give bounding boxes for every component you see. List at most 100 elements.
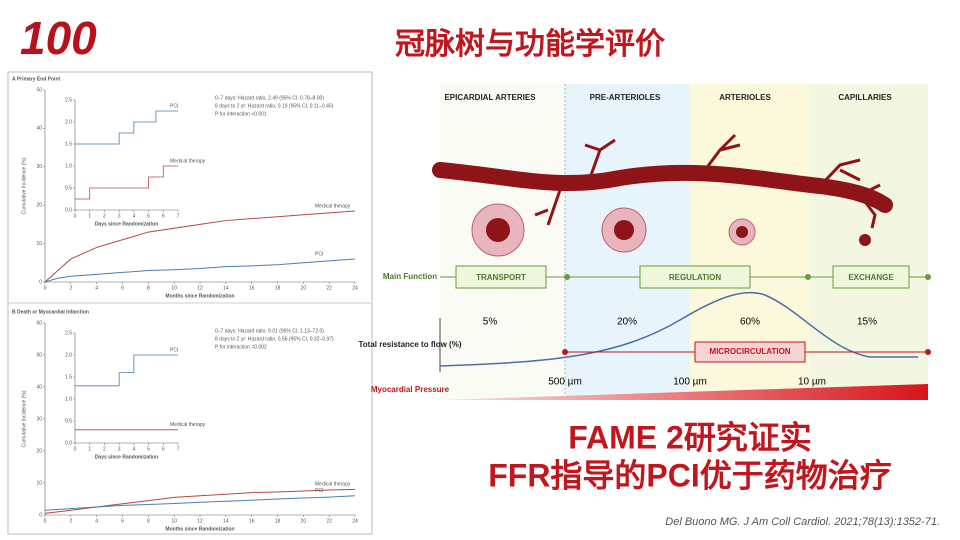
y-tick-label: 0 <box>39 512 42 518</box>
x-tick-label: 22 <box>326 518 332 524</box>
citation: Del Buono MG. J Am Coll Cardiol. 2021;78… <box>665 516 940 528</box>
resistance-value: 5% <box>483 317 498 328</box>
x-tick-label: 6 <box>162 446 165 452</box>
panel-label: B Death or Myocardial Infarction <box>12 309 89 315</box>
y-tick-label: 20 <box>36 203 42 209</box>
y-tick-label: 2.5 <box>65 97 72 103</box>
y-tick-label: 1.0 <box>65 396 72 402</box>
main-function-label: Main Function <box>383 272 437 281</box>
x-tick-label: 7 <box>177 446 180 452</box>
y-tick-label: 40 <box>36 384 42 390</box>
x-tick-label: 10 <box>171 518 177 524</box>
stat-line: P for interaction <0.001 <box>215 111 267 117</box>
node <box>805 274 811 280</box>
size-label: 500 µm <box>548 377 582 388</box>
x-tick-label: 4 <box>95 285 98 291</box>
x-tick-label: 14 <box>223 518 229 524</box>
x-tick-label: 5 <box>147 213 150 219</box>
series-label: Medical therapy <box>315 203 351 209</box>
y-tick-label: 30 <box>36 164 42 170</box>
x-tick-label: 4 <box>132 446 135 452</box>
km-curve <box>75 354 178 387</box>
x-tick-label: 20 <box>301 518 307 524</box>
x-tick-label: 1 <box>88 213 91 219</box>
x-tick-label: 12 <box>197 518 203 524</box>
resistance-value: 20% <box>617 317 637 328</box>
column-header: ARTERIOLES <box>719 93 771 102</box>
y-tick-label: 2.5 <box>65 330 72 336</box>
y-tick-label: 0.5 <box>65 418 72 424</box>
x-tick-label: 5 <box>147 446 150 452</box>
stat-line: 0–7 days: Hazard ratio, 9.01 (95% CI, 1.… <box>215 328 324 334</box>
y-tick-label: 1.5 <box>65 374 72 380</box>
y-tick-label: 0.5 <box>65 185 72 191</box>
x-tick-label: 24 <box>352 518 358 524</box>
series-label: Medical therapy <box>315 482 351 488</box>
x-tick-label: 14 <box>223 285 229 291</box>
y-tick-label: 1.5 <box>65 141 72 147</box>
y-tick-label: 0.0 <box>65 207 72 213</box>
x-tick-label: 6 <box>162 213 165 219</box>
artery <box>432 162 893 213</box>
y-axis-label: Cumulative Incidence (%) <box>21 390 27 447</box>
x-tick-label: 18 <box>275 285 281 291</box>
node <box>564 274 570 280</box>
x-tick-label: 0 <box>74 446 77 452</box>
series-label: PCI <box>315 488 323 494</box>
node <box>925 274 931 280</box>
stat-line: P for interaction =0.002 <box>215 344 267 350</box>
pressure-label: Myocardial Pressure <box>371 385 450 394</box>
x-tick-label: 2 <box>103 446 106 452</box>
function-box <box>639 265 751 289</box>
resistance-value: 60% <box>740 317 760 328</box>
logo: 100 <box>20 12 97 64</box>
y-tick-label: 1.0 <box>65 163 72 169</box>
x-tick-label: 8 <box>147 285 150 291</box>
km-curve <box>44 258 356 283</box>
y-axis-label: Cumulative Incidence (%) <box>21 157 27 214</box>
km-curve <box>44 495 356 511</box>
x-tick-label: 10 <box>171 285 177 291</box>
y-tick-label: 30 <box>36 416 42 422</box>
y-tick-label: 50 <box>36 87 42 93</box>
function-name: REGULATION <box>669 273 722 282</box>
column-header: PRE-ARTERIOLES <box>590 93 661 102</box>
series-label: Medical therapy <box>170 158 206 164</box>
conclusion-line: FFR指导的PCI优于药物治疗 <box>488 457 892 493</box>
x-tick-label: 4 <box>95 518 98 524</box>
y-tick-label: 10 <box>36 480 42 486</box>
km-curve <box>75 165 178 200</box>
y-tick-label: 10 <box>36 241 42 247</box>
x-tick-label: 2 <box>69 518 72 524</box>
cross-section <box>859 234 871 246</box>
lumen <box>614 220 634 240</box>
conclusion-line: FAME 2研究证实 <box>568 419 812 455</box>
pressure-gradient <box>440 384 928 400</box>
x-tick-label: 0 <box>44 285 47 291</box>
x-tick-label: 2 <box>103 213 106 219</box>
diagram <box>432 84 931 400</box>
y-tick-label: 40 <box>36 126 42 132</box>
x-tick-label: 24 <box>352 285 358 291</box>
microcirculation-label: MICROCIRCULATION <box>709 347 790 356</box>
y-tick-label: 50 <box>36 352 42 358</box>
x-axis-label: Days since Randomization <box>95 454 158 460</box>
series-label: PCI <box>315 251 323 257</box>
series-label: Medical therapy <box>170 422 206 428</box>
y-tick-label: 2.0 <box>65 352 72 358</box>
node <box>925 349 931 355</box>
x-tick-label: 0 <box>74 213 77 219</box>
function-name: EXCHANGE <box>848 273 894 282</box>
x-tick-label: 16 <box>249 518 255 524</box>
x-tick-label: 2 <box>69 285 72 291</box>
x-tick-label: 3 <box>118 446 121 452</box>
column-header: CAPILLARIES <box>838 93 892 102</box>
x-tick-label: 8 <box>147 518 150 524</box>
column-header: EPICARDIAL ARTERIES <box>444 93 536 102</box>
stat-line: 8 days to 2 yr: Hazard ratio, 0.19 (95% … <box>215 103 334 109</box>
x-tick-label: 4 <box>132 213 135 219</box>
x-tick-label: 1 <box>88 446 91 452</box>
km-curve <box>44 210 356 283</box>
microcirculation-box <box>694 341 806 363</box>
